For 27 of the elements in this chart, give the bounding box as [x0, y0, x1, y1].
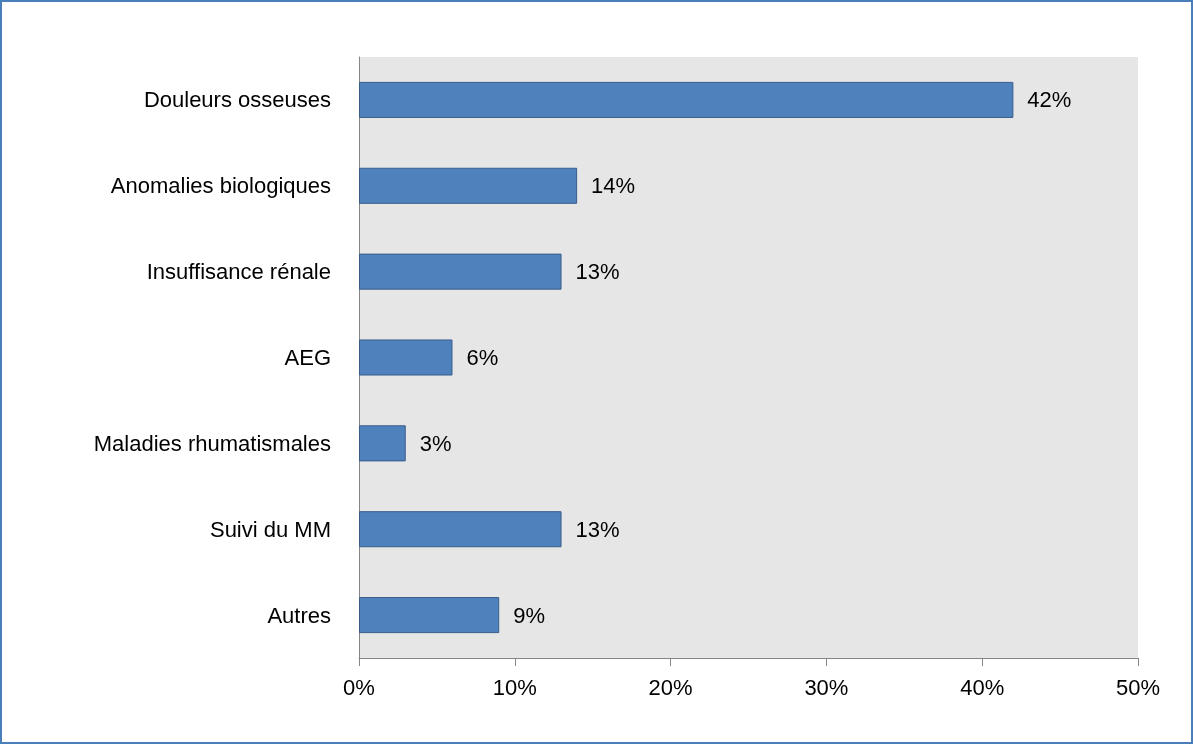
bar — [359, 253, 562, 290]
data-label: 13% — [575, 516, 620, 542]
x-tick-label: 0% — [343, 674, 375, 700]
y-tick-label: Maladies rhumatismales — [93, 430, 331, 456]
x-tick-label: 30% — [804, 674, 849, 700]
x-tick-label: 10% — [492, 674, 537, 700]
bar — [359, 511, 562, 548]
y-tick-label: Insuffisance rénale — [146, 259, 331, 285]
y-tick-label: AEG — [284, 345, 331, 370]
data-label: 13% — [575, 259, 620, 285]
bar — [359, 339, 453, 376]
y-tick-label: Autres — [267, 602, 331, 628]
x-tick-label: 40% — [960, 674, 1005, 700]
data-label: 14% — [591, 173, 636, 199]
data-label: 6% — [466, 345, 499, 370]
bar — [359, 81, 1014, 118]
data-label: 42% — [1027, 87, 1072, 113]
bar — [359, 597, 500, 634]
x-tick-label: 20% — [648, 674, 693, 700]
data-label: 9% — [513, 602, 546, 628]
bar — [359, 167, 578, 204]
x-tick-label: 50% — [1115, 674, 1161, 700]
y-tick-label: Douleurs osseuses — [143, 87, 331, 113]
data-label: 3% — [419, 430, 452, 456]
bar — [359, 425, 406, 462]
y-tick-label: Suivi du MM — [209, 516, 331, 542]
y-tick-label: Anomalies biologiques — [110, 173, 331, 199]
